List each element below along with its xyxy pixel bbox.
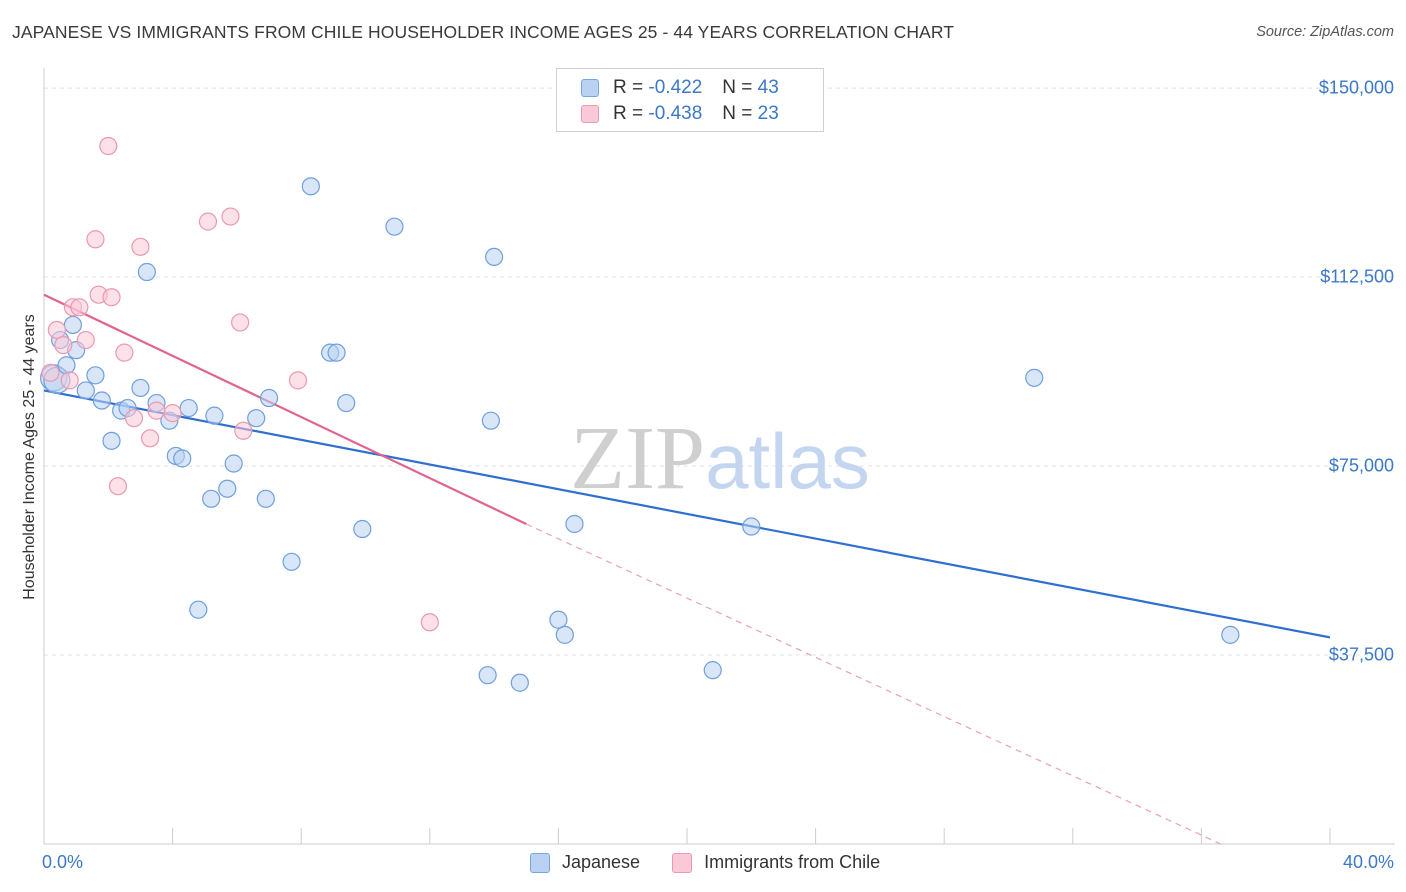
point-chile [231, 313, 250, 332]
point-japanese [565, 514, 584, 534]
point-japanese [301, 177, 320, 196]
point-chile [221, 207, 240, 226]
point-chile [60, 371, 79, 390]
point-japanese [131, 378, 150, 398]
source-label: Source: ZipAtlas.com [1256, 24, 1394, 40]
gridlines [44, 87, 1395, 656]
y-tick-label: $75,000 [1328, 455, 1394, 476]
point-chile [47, 320, 66, 340]
legend-row-japanese: R = -0.422 N = 43 [581, 76, 779, 100]
point-japanese [327, 343, 346, 362]
legend-swatch-pink [581, 105, 599, 123]
point-chile [131, 237, 150, 256]
point-japanese [337, 393, 356, 413]
point-japanese [742, 517, 761, 536]
point-chile [108, 477, 128, 496]
legend-label-chile: Immigrants from Chile [704, 852, 881, 872]
point-japanese [179, 398, 198, 418]
point-chile [54, 335, 73, 355]
legend-swatch-chile [672, 852, 693, 873]
point-japanese [481, 411, 500, 430]
point-japanese [1025, 368, 1044, 387]
point-japanese [703, 661, 722, 680]
point-chile [115, 343, 134, 362]
stats-legend: R = -0.422 N = 43 R = -0.438 N = 23 [556, 68, 824, 132]
y-tick-label: $112,500 [1320, 266, 1394, 287]
point-japanese [549, 610, 568, 629]
point-japanese [385, 217, 404, 236]
legend-r-label: R = [613, 103, 644, 124]
point-japanese [137, 262, 156, 282]
legend-row-chile: R = -0.438 N = 23 [581, 102, 779, 126]
trend-line-japanese [43, 389, 1331, 639]
point-japanese [555, 625, 574, 644]
y-tick-label: $150,000 [1318, 77, 1394, 98]
point-japanese [485, 247, 504, 267]
watermark: ZIPatlas [570, 409, 870, 508]
point-chile [124, 409, 144, 428]
legend-n-label: N = [722, 77, 753, 98]
point-japanese [63, 315, 83, 335]
point-japanese [86, 366, 105, 385]
point-chile [234, 421, 253, 440]
y-tick-label: $37,500 [1328, 644, 1394, 665]
point-chile [420, 613, 439, 632]
x-tick-label-min: 0.0% [42, 852, 84, 872]
point-japanese [205, 406, 224, 425]
point-japanese [173, 449, 192, 468]
legend-r-label: R = [613, 77, 644, 98]
point-japanese [189, 600, 208, 619]
point-japanese [510, 673, 529, 692]
point-chile [41, 363, 60, 382]
point-chile [163, 404, 182, 423]
x-tick-label-max: 40.0% [1342, 852, 1394, 872]
point-japanese [202, 489, 221, 508]
point-japanese [353, 519, 372, 539]
trend-lines [43, 293, 1331, 845]
legend-swatch-blue [581, 79, 599, 97]
point-japanese [1221, 625, 1240, 644]
legend-n-label: N = [722, 103, 753, 124]
legend-label-japanese: Japanese [562, 852, 641, 872]
point-chile [70, 298, 89, 317]
chart-title: JAPANESE VS IMMIGRANTS FROM CHILE HOUSEH… [12, 22, 955, 42]
point-japanese [259, 388, 279, 408]
point-japanese [282, 552, 301, 571]
point-japanese [478, 666, 497, 685]
point-chile [76, 330, 95, 350]
legend-n-value: 23 [757, 103, 779, 124]
legend-item-japanese[interactable]: Japanese [530, 852, 640, 873]
point-japanese [256, 489, 275, 508]
point-japanese [76, 381, 95, 400]
legend-n-value: 43 [757, 77, 779, 98]
trend-line-chile-extension [525, 523, 1221, 845]
point-japanese [224, 454, 243, 473]
point-chile [102, 288, 121, 307]
point-japanese [247, 409, 266, 428]
legend-swatch-japanese [530, 852, 550, 873]
point-chile [198, 212, 218, 231]
point-japanese [57, 356, 76, 375]
point-chile [288, 371, 308, 390]
point-chile [86, 230, 105, 249]
legend-r-value: -0.422 [648, 77, 703, 98]
trend-line-chile [43, 293, 527, 525]
axes [43, 68, 1395, 845]
point-japanese [92, 391, 111, 410]
point-japanese [218, 479, 237, 498]
series-legend: Japanese Immigrants from Chile [530, 852, 912, 873]
point-chile [99, 136, 118, 156]
point-chile [147, 401, 166, 420]
point-chile [140, 429, 160, 448]
point-japanese [102, 431, 121, 450]
legend-item-chile[interactable]: Immigrants from Chile [672, 852, 880, 873]
series-japanese [40, 177, 1240, 692]
series-immigrants-from-chile [41, 136, 439, 632]
legend-r-value: -0.438 [648, 103, 703, 124]
